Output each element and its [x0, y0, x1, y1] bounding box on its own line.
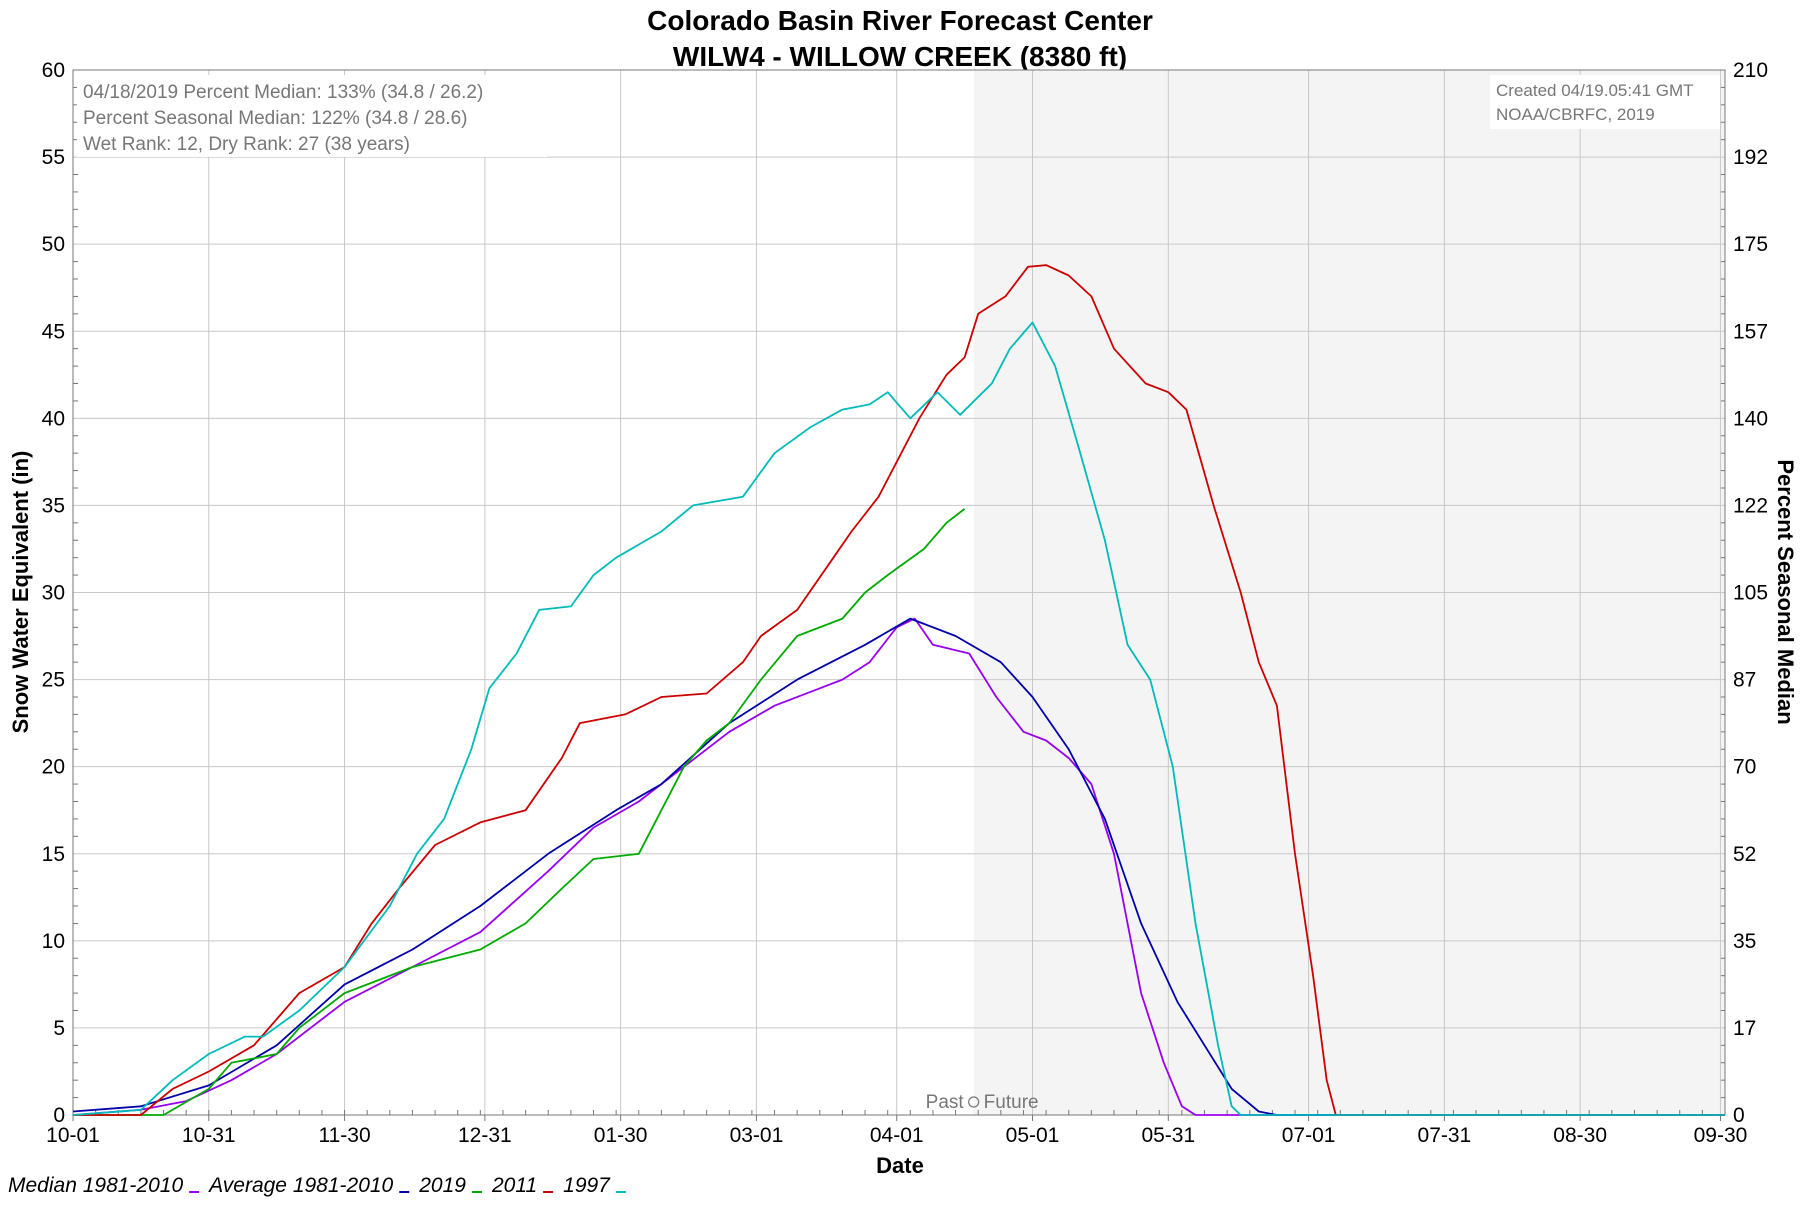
x-axis-label: Date	[876, 1153, 924, 1178]
series-lines	[72, 264, 1725, 1116]
plot-frame	[72, 69, 1726, 1116]
x-tick-label: 05-31	[1141, 1124, 1195, 1147]
y-tick-label-right: 105	[1733, 582, 1768, 605]
x-tick-label: 09-30	[1694, 1124, 1748, 1147]
x-tick-label: 08-30	[1553, 1124, 1607, 1147]
y-tick-label-left: 60	[42, 59, 65, 82]
y-tick-label-right: 192	[1733, 146, 1768, 169]
info-source: NOAA/CBRFC, 2019	[1496, 105, 1655, 124]
y-tick-label-right: 70	[1733, 756, 1756, 779]
info-percent-seasonal-median: Percent Seasonal Median: 122% (34.8 / 28…	[83, 108, 467, 129]
info-box-right-bg	[1490, 75, 1720, 129]
legend-label: Average 1981-2010	[207, 1174, 393, 1197]
series-line-median-1981-2010	[72, 617, 1725, 1116]
clock-icon	[968, 1096, 980, 1108]
x-axis-ticks: 10-01 10-31 11-30 12-31 01-30 03-01 04-01 05-01…	[46, 1110, 1747, 1147]
y-tick-label-left: 20	[42, 756, 65, 779]
legend-label: 2011	[491, 1174, 537, 1197]
series-line-1997	[72, 321, 1725, 1116]
series-line-average-1981-2010	[72, 617, 1725, 1116]
x-tick-label: 10-31	[182, 1124, 236, 1147]
info-created: Created 04/19.05:41 GMT	[1496, 81, 1694, 100]
y-tick-label-right: 157	[1733, 320, 1768, 343]
x-tick-label: 10-01	[46, 1124, 100, 1147]
x-tick-label: 05-01	[1006, 1124, 1060, 1147]
y-tick-label-right: 175	[1733, 233, 1768, 256]
y-tick-label-left: 15	[42, 843, 65, 866]
y-tick-label-left: 10	[42, 930, 65, 953]
info-box-left-bg	[77, 75, 547, 157]
y-tick-label-right: 17	[1733, 1017, 1756, 1040]
y-tick-label-left: 5	[53, 1017, 65, 1040]
y-tick-label-right: 140	[1733, 407, 1768, 430]
x-tick-label: 07-31	[1418, 1124, 1472, 1147]
info-box-left: 04/18/2019 Percent Median: 133% (34.8 / …	[77, 75, 547, 157]
grid	[72, 69, 1725, 1116]
legend-label: Median 1981-2010	[8, 1174, 183, 1197]
y-tick-label-left: 35	[42, 494, 65, 517]
chart-title: Colorado Basin River Forecast Center	[647, 5, 1153, 36]
y-tick-label-right: 35	[1733, 930, 1756, 953]
y-tick-label-left: 50	[42, 233, 65, 256]
x-tick-label: 03-01	[730, 1124, 784, 1147]
y-tick-label-left: 40	[42, 407, 65, 430]
y-axis-label-left: Snow Water Equivalent (in)	[8, 451, 33, 734]
legend: Median 1981-2010 Average 1981-2010 2019 201…	[8, 1174, 626, 1197]
x-tick-label: 01-30	[594, 1124, 648, 1147]
info-percent-median: 04/18/2019 Percent Median: 133% (34.8 / …	[83, 82, 483, 103]
series-line-2019	[73, 508, 966, 1116]
past-future-marker: Past Future	[926, 1092, 1039, 1113]
y-tick-label-left: 55	[42, 146, 65, 169]
y-tick-label-right: 122	[1733, 494, 1768, 517]
legend-label: 1997	[563, 1174, 611, 1197]
chart-subtitle: WILW4 - WILLOW CREEK (8380 ft)	[673, 41, 1127, 72]
y-tick-label-left: 0	[53, 1104, 65, 1127]
y-tick-label-left: 25	[42, 669, 65, 692]
y-axis-left-ticks: 0 5 10 15 20 25 30 35 40 45 50 55 60	[42, 59, 65, 1127]
y-axis-label-right: Percent Seasonal Median	[1773, 459, 1798, 724]
legend-label: 2019	[418, 1174, 466, 1197]
chart-title-group: Colorado Basin River Forecast Center WIL…	[647, 5, 1153, 72]
y-axis-right-ticks: 0 17 35 52 70 87 105 122 140 157 175 192 210	[1733, 59, 1768, 1127]
x-tick-label: 07-01	[1282, 1124, 1336, 1147]
x-tick-label: 04-01	[870, 1124, 924, 1147]
series-line-2011	[73, 264, 1725, 1116]
future-label: Future	[984, 1092, 1039, 1113]
info-wet-dry-rank: Wet Rank: 12, Dry Rank: 27 (38 years)	[83, 134, 410, 155]
y-tick-label-right: 52	[1733, 843, 1756, 866]
x-tick-label: 11-30	[318, 1124, 370, 1147]
x-tick-label: 12-31	[458, 1124, 512, 1147]
y-tick-label-right: 87	[1733, 669, 1756, 692]
info-box-right: Created 04/19.05:41 GMT NOAA/CBRFC, 2019	[1490, 75, 1720, 129]
past-label: Past	[926, 1092, 965, 1113]
y-tick-label-left: 30	[42, 582, 65, 605]
y-tick-label-right: 210	[1733, 59, 1768, 82]
y-tick-label-left: 45	[42, 320, 65, 343]
y-tick-label-right: 0	[1733, 1104, 1745, 1127]
